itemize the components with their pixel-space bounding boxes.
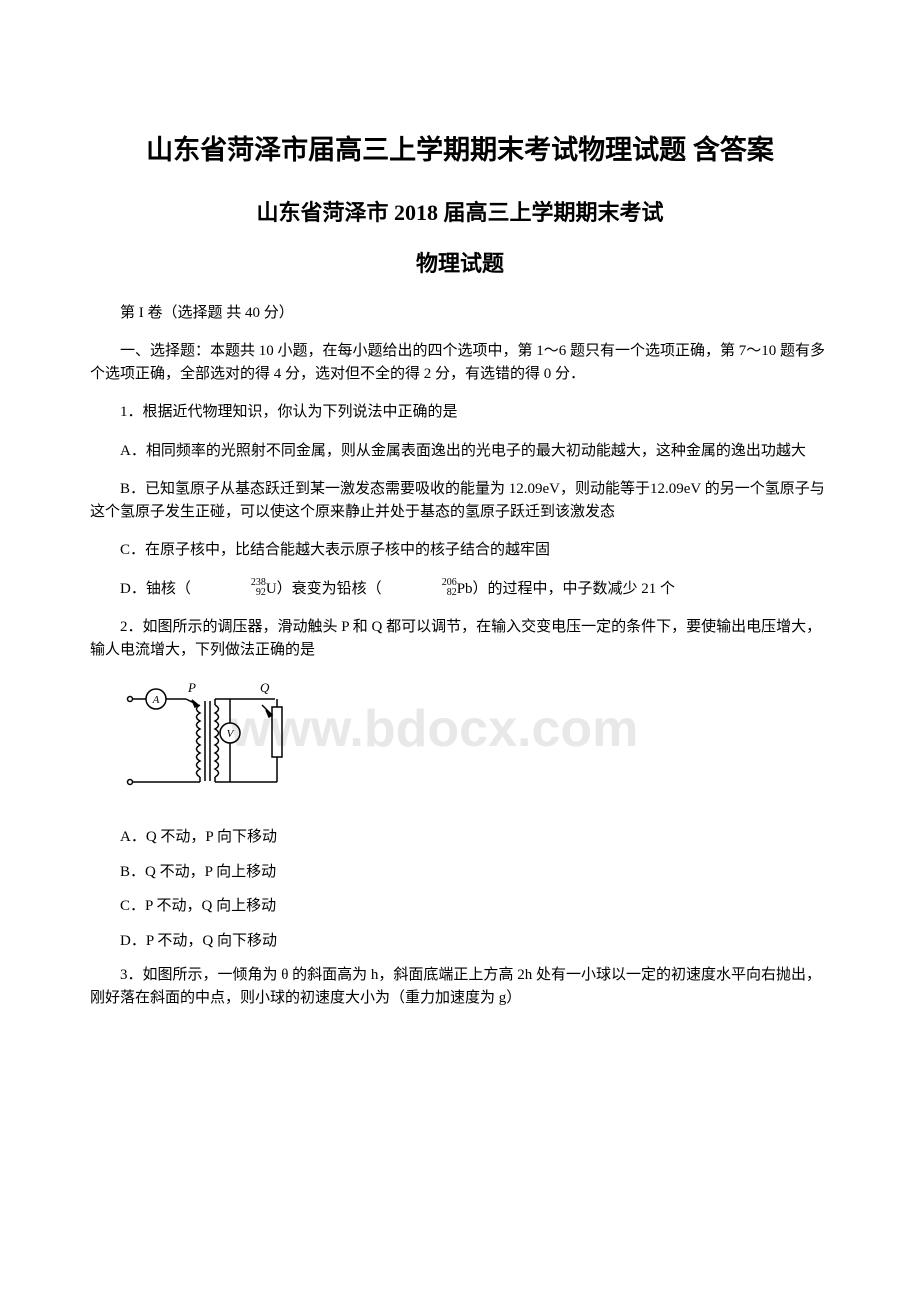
q1-u-symbol: U）衰变为铅核（ <box>266 581 382 597</box>
question-3-stem: 3．如图所示，一倾角为 θ 的斜面高为 h，斜面底端正上方高 2h 处有一小球以… <box>90 964 830 1009</box>
question-2-option-d: D．P 不动，Q 向下移动 <box>90 930 830 953</box>
q1-pb-atomic: 82 <box>447 587 457 598</box>
question-2-option-b: B．Q 不动，P 向上移动 <box>90 861 830 884</box>
q1-d-prefix: D．铀核（ <box>120 581 191 597</box>
question-2-stem: 2．如图所示的调压器，滑动触头 P 和 Q 都可以调节，在输入交变电压一定的条件… <box>90 616 830 661</box>
question-1-stem: 1．根据近代物理知识，你认为下列说法中正确的是 <box>90 401 830 424</box>
slider-p-label: P <box>187 680 196 695</box>
question-2-option-c: C．P 不动，Q 向上移动 <box>90 895 830 918</box>
sub-title: 山东省菏泽市 2018 届高三上学期期末考试 <box>90 196 830 229</box>
question-2-option-a: A．Q 不动，P 向下移动 <box>90 826 830 849</box>
slider-q-label: Q <box>260 680 270 695</box>
question-1-option-b: B．已知氢原子从基态跃迁到某一激发态需要吸收的能量为 12.09eV，则动能等于… <box>90 478 830 523</box>
question-1-option-d: D．铀核（23892U）衰变为铅核（20682Pb）的过程中，中子数减少 21 … <box>90 578 830 601</box>
ammeter-label: A <box>152 694 160 706</box>
instruction-text: 一、选择题：本题共 10 小题，在每小题给出的四个选项中，第 1～6 题只有一个… <box>90 340 830 385</box>
circuit-diagram: A P Q <box>120 677 830 810</box>
exam-title: 物理试题 <box>90 247 830 280</box>
voltmeter-label: V <box>227 728 235 740</box>
main-title: 山东省菏泽市届高三上学期期末考试物理试题 含答案 <box>90 130 830 171</box>
q1-pb-symbol: Pb）的过程中，中子数减少 21 个 <box>457 581 675 597</box>
section-header: 第 I 卷（选择题 共 40 分） <box>90 302 830 325</box>
question-1-option-c: C．在原子核中，比结合能越大表示原子核中的核子结合的越牢固 <box>90 539 830 562</box>
q1-u-atomic: 92 <box>256 587 266 598</box>
question-1-option-a: A．相同频率的光照射不同金属，则从金属表面逸出的光电子的最大初动能越大，这种金属… <box>90 440 830 463</box>
